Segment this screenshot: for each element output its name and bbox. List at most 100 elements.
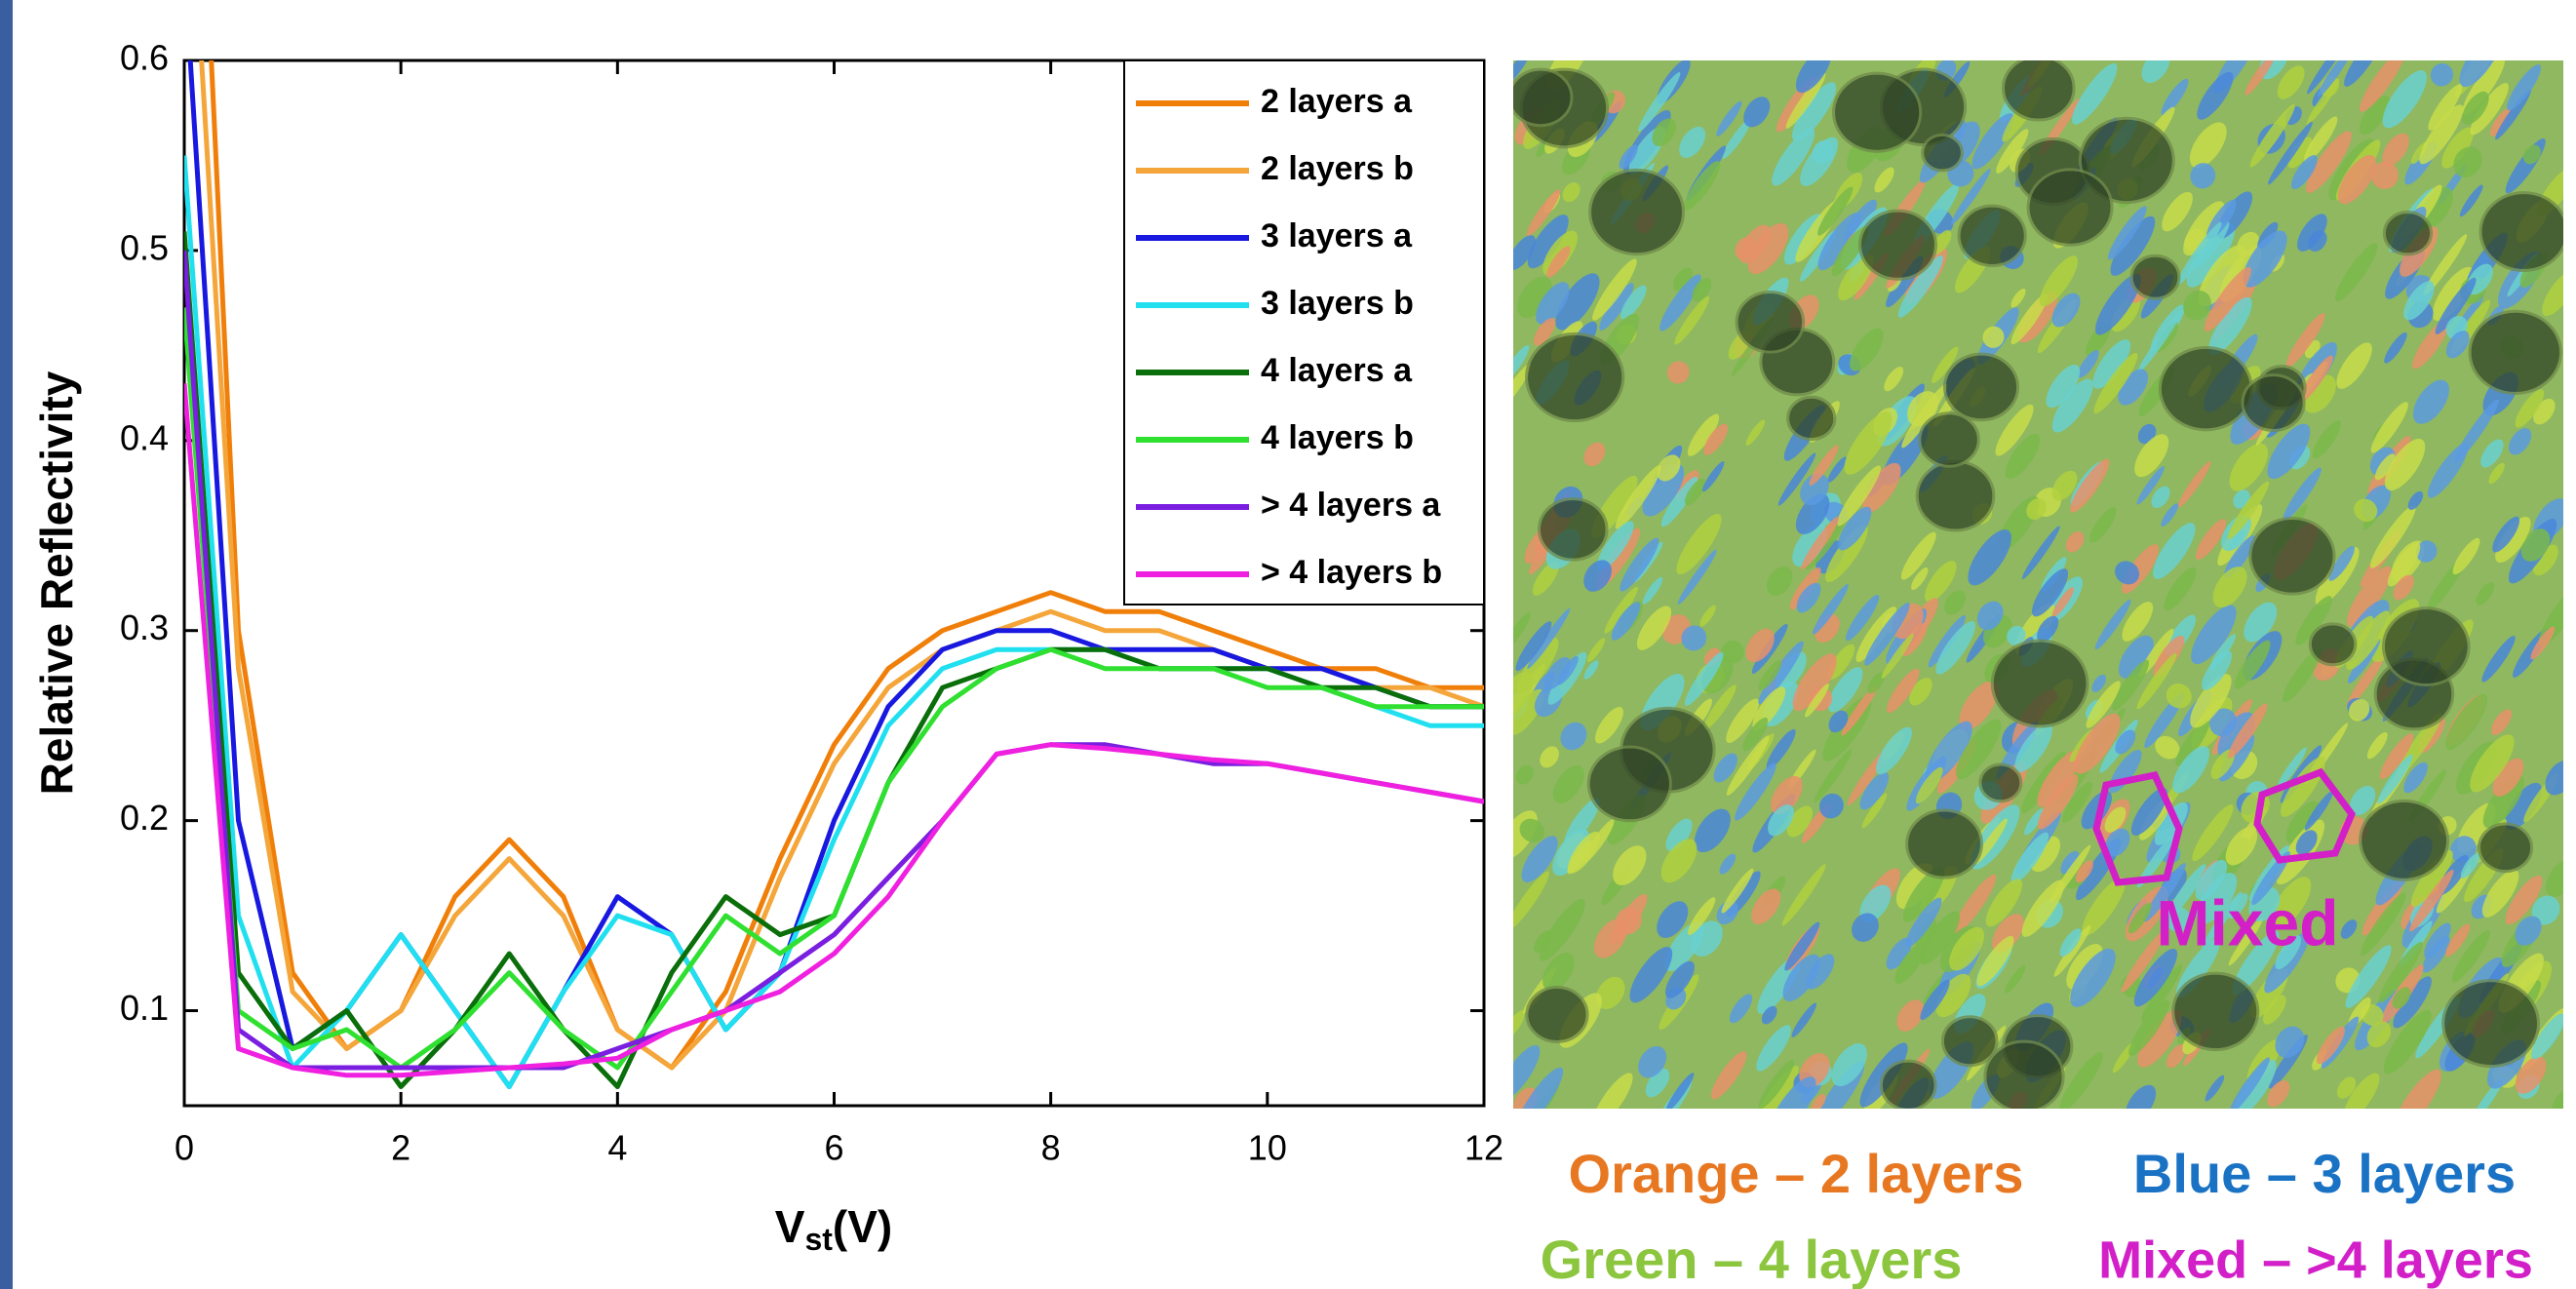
texture	[1902, 866, 1945, 922]
texture	[1703, 423, 1729, 455]
texture	[2304, 791, 2333, 831]
texture	[1721, 868, 1754, 914]
texture	[2347, 654, 2385, 707]
texture	[2312, 420, 2341, 459]
texture	[2495, 516, 2531, 564]
texture	[2481, 869, 2519, 918]
texture	[2462, 91, 2489, 125]
x-label-main: V	[775, 1201, 805, 1252]
texture	[2531, 895, 2560, 925]
texture	[1859, 884, 1892, 923]
texture	[2546, 859, 2563, 897]
texture	[1896, 999, 1925, 1032]
y-tick-label: 0.2	[120, 798, 169, 838]
texture	[2244, 602, 2278, 643]
texture	[1513, 1010, 1525, 1041]
texture	[1745, 628, 1775, 663]
texture	[1911, 567, 1929, 591]
texture	[1592, 1073, 1633, 1109]
texture	[1552, 829, 1590, 877]
texture	[2202, 650, 2233, 690]
texture	[1593, 918, 1628, 958]
texture	[2243, 230, 2287, 288]
texture	[2024, 808, 2045, 836]
texture	[2287, 137, 2313, 169]
texture	[1562, 182, 1581, 203]
y-tick-label: 0.1	[120, 988, 169, 1028]
texture	[1956, 719, 2002, 779]
texture	[2195, 519, 2227, 561]
texture	[2161, 78, 2189, 116]
texture	[2285, 801, 2320, 843]
texture	[1555, 273, 1600, 331]
caption: Orange – 2 layers	[1569, 1143, 2024, 1204]
texture	[2306, 78, 2340, 126]
grain	[1921, 133, 1964, 173]
texture	[2392, 987, 2411, 1009]
texture	[1795, 493, 1830, 534]
texture	[2337, 155, 2377, 205]
texture	[2340, 919, 2358, 939]
texture	[2209, 708, 2237, 737]
texture	[2155, 735, 2180, 760]
grain	[1915, 459, 1996, 532]
texture	[1761, 1005, 1777, 1025]
texture	[1900, 531, 1936, 580]
y-tick-label: 0.5	[120, 227, 169, 267]
texture	[1613, 845, 1647, 886]
texture	[2122, 602, 2154, 642]
y-tick-label: 0.6	[120, 38, 169, 78]
texture	[1982, 326, 2005, 348]
texture	[1546, 246, 1571, 278]
caption: Green – 4 layers	[1541, 1229, 1963, 1289]
grain	[1513, 67, 1574, 128]
texture	[1527, 215, 1569, 269]
texture	[1758, 660, 1782, 691]
texture	[2232, 930, 2280, 996]
texture	[1583, 660, 1599, 680]
texture	[2166, 683, 2192, 709]
texture	[2481, 636, 2516, 683]
grain	[2359, 799, 2450, 881]
texture	[1897, 254, 1943, 318]
texture	[2275, 1026, 2305, 1058]
texture	[2208, 296, 2252, 356]
texture	[1881, 633, 1914, 679]
texture	[2227, 481, 2270, 540]
texture	[1935, 973, 1971, 1018]
texture	[1772, 128, 1815, 186]
texture	[1782, 954, 1820, 1002]
texture	[2435, 277, 2477, 334]
texture	[1792, 524, 1828, 567]
texture	[1768, 1076, 1816, 1109]
texture	[1726, 698, 1760, 743]
grain	[1918, 411, 1980, 468]
texture	[1660, 476, 1698, 527]
texture	[1713, 753, 1737, 783]
texture	[2348, 699, 2370, 722]
texture	[2111, 294, 2141, 332]
x-tick-label: 8	[1041, 1128, 1061, 1168]
texture	[2423, 234, 2468, 295]
texture	[2126, 1084, 2157, 1109]
texture	[2295, 596, 2332, 645]
texture	[2196, 873, 2238, 924]
texture	[1944, 590, 1966, 615]
texture	[1844, 411, 1893, 475]
texture	[2262, 995, 2286, 1025]
texture	[1527, 607, 1571, 669]
texture	[2046, 364, 2081, 409]
texture	[1996, 129, 2029, 174]
texture	[2370, 402, 2408, 453]
legend-label: 2 layers a	[1261, 83, 1413, 120]
texture	[2074, 713, 2121, 774]
texture	[2445, 693, 2487, 750]
texture	[1615, 464, 1661, 529]
texture	[1925, 561, 1957, 603]
texture	[2410, 849, 2453, 908]
texture	[2379, 733, 2414, 780]
texture	[2190, 163, 2216, 189]
texture	[1735, 762, 1776, 821]
texture	[1560, 722, 1587, 751]
texture	[1513, 344, 1530, 383]
